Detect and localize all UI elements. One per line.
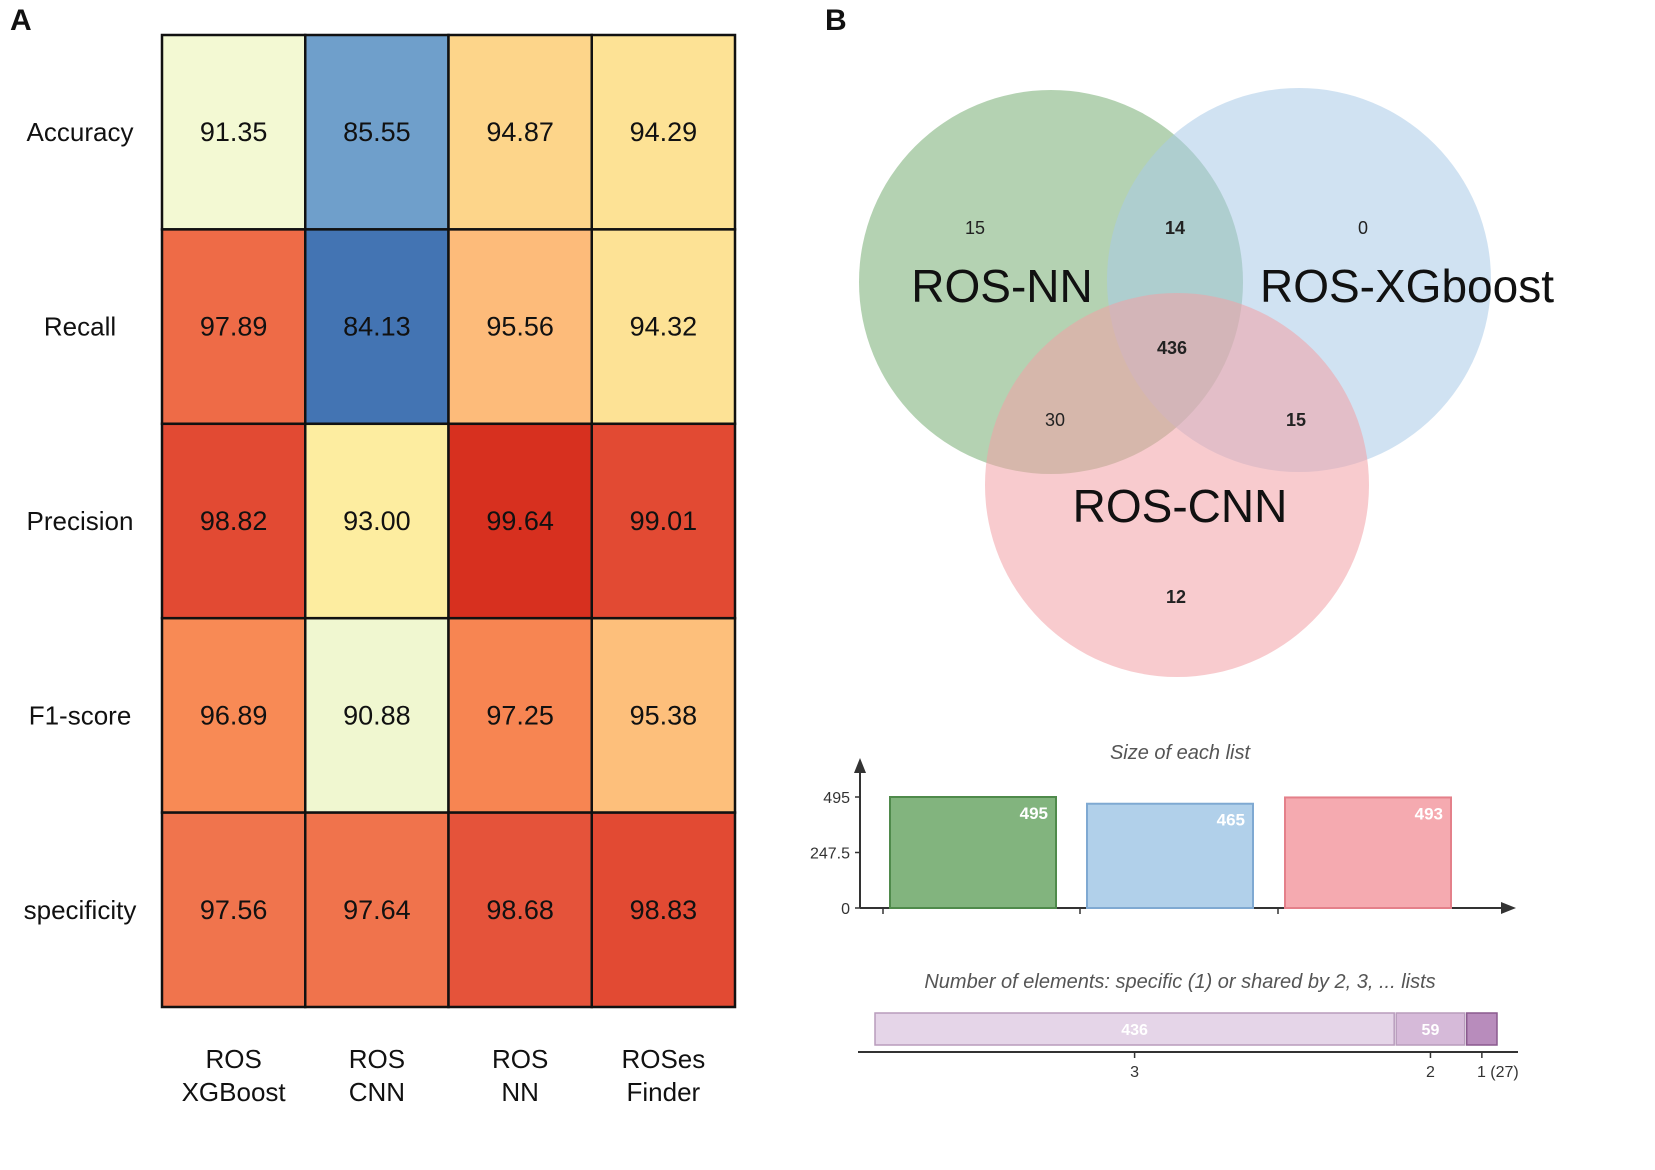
heatmap-cell-value: 97.64 bbox=[343, 895, 411, 925]
heatmap-cell-value: 94.29 bbox=[630, 117, 698, 147]
heatmap-row-label: specificity bbox=[24, 895, 137, 925]
heatmap-cell-value: 85.55 bbox=[343, 117, 411, 147]
heatmap-column-label: ROSes bbox=[621, 1044, 705, 1074]
heatmap-cell bbox=[160, 616, 307, 814]
y-tick-label: 495 bbox=[823, 790, 850, 807]
venn-region-count: 14 bbox=[1165, 218, 1185, 238]
heatmap-cell-value: 97.89 bbox=[200, 312, 268, 342]
segment-category-label: 1 (27) bbox=[1477, 1064, 1519, 1081]
heatmap-cell bbox=[160, 422, 307, 620]
chart-title: Size of each list bbox=[1110, 742, 1252, 764]
bar-data-label: 465 bbox=[1217, 811, 1245, 830]
heatmap-row-label: F1-score bbox=[29, 700, 132, 730]
heatmap-column-label: NN bbox=[501, 1077, 539, 1107]
heatmap-cell bbox=[590, 33, 737, 231]
heatmap-row-label: Precision bbox=[27, 506, 134, 536]
heatmap-cell-value: 98.83 bbox=[630, 895, 698, 925]
heatmap-cell bbox=[160, 811, 307, 1009]
bar-data-label: 495 bbox=[1020, 804, 1048, 823]
heatmap-column-label: Finder bbox=[627, 1077, 701, 1107]
venn-region-count: 436 bbox=[1157, 338, 1187, 358]
heatmap-column-label: CNN bbox=[349, 1077, 405, 1107]
heatmap-cell-value: 99.64 bbox=[486, 506, 554, 536]
heatmap-column-label: ROS bbox=[492, 1044, 548, 1074]
heatmap-column-label: ROS bbox=[349, 1044, 405, 1074]
panel-label-a: A bbox=[10, 4, 32, 37]
venn-diagram: ROS-NN ROS-XGboost ROS-CNN 15 14 0 436 30 15 12 bbox=[859, 88, 1554, 677]
stacked-segment bbox=[874, 1012, 1395, 1046]
heatmap-cell-value: 93.00 bbox=[343, 506, 411, 536]
venn-region-count: 0 bbox=[1358, 218, 1368, 238]
heatmap-cell bbox=[590, 811, 737, 1009]
heatmap-cell-value: 84.13 bbox=[343, 312, 411, 342]
venn-region-count: 30 bbox=[1045, 410, 1065, 430]
heatmap-row-label: Recall bbox=[44, 312, 116, 342]
bar bbox=[1284, 796, 1452, 909]
bar bbox=[889, 796, 1057, 909]
venn-region-count: 12 bbox=[1166, 587, 1186, 607]
list-size-chart: Size of each list 0 247.5 495 495 465 493 bbox=[810, 742, 1516, 918]
heatmap-cell bbox=[447, 422, 593, 620]
y-tick-label: 0 bbox=[841, 901, 850, 918]
shared-elements-chart: Number of elements: specific (1) or shar… bbox=[858, 971, 1519, 1081]
bar-data-label: 493 bbox=[1415, 804, 1443, 823]
x-axis-arrow bbox=[1501, 902, 1516, 914]
heatmap-cell-value: 94.87 bbox=[486, 117, 554, 147]
heatmap-cell-value: 95.56 bbox=[486, 312, 554, 342]
y-tick-label: 247.5 bbox=[810, 846, 850, 863]
heatmap-chart: 91.35 85.55 94.87 94.29 97.89 84.13 95.56 94.32… bbox=[24, 33, 737, 1107]
stacked-segment bbox=[1395, 1012, 1466, 1046]
y-axis-arrow bbox=[854, 758, 866, 773]
venn-region-count: 15 bbox=[1286, 410, 1306, 430]
venn-set-label: ROS-NN bbox=[911, 260, 1092, 312]
heatmap-cell-value: 98.68 bbox=[486, 895, 554, 925]
stacked-segment bbox=[1465, 1012, 1498, 1046]
panel-label-b: B bbox=[825, 4, 847, 37]
heatmap-cell-value: 90.88 bbox=[343, 700, 411, 730]
venn-region-count: 15 bbox=[965, 218, 985, 238]
heatmap-row-label: Accuracy bbox=[27, 117, 134, 147]
segment-data-label: 436 bbox=[1121, 1022, 1148, 1039]
venn-set-label: ROS-XGboost bbox=[1260, 260, 1554, 312]
heatmap-cell-value: 96.89 bbox=[200, 700, 268, 730]
heatmap-cell bbox=[304, 228, 450, 426]
heatmap-cell bbox=[160, 33, 307, 231]
heatmap-cell-value: 91.35 bbox=[200, 117, 268, 147]
heatmap-cell bbox=[447, 811, 593, 1009]
heatmap-cell-value: 95.38 bbox=[630, 700, 698, 730]
heatmap-cell-value: 97.25 bbox=[486, 700, 554, 730]
heatmap-cell bbox=[590, 422, 737, 620]
bar bbox=[1086, 802, 1254, 910]
segment-category-label: 3 bbox=[1130, 1064, 1139, 1081]
segment-category-label: 2 bbox=[1426, 1064, 1435, 1081]
heatmap-column-label: XGBoost bbox=[182, 1077, 287, 1107]
segment-data-label: 59 bbox=[1422, 1022, 1440, 1039]
venn-set-label: ROS-CNN bbox=[1073, 480, 1288, 532]
heatmap-cell-value: 97.56 bbox=[200, 895, 268, 925]
heatmap-cell bbox=[447, 33, 593, 231]
heatmap-column-label: ROS bbox=[205, 1044, 261, 1074]
heatmap-cell-value: 99.01 bbox=[630, 506, 698, 536]
heatmap-cell bbox=[160, 228, 307, 426]
heatmap-cell bbox=[304, 616, 450, 814]
heatmap-cell-value: 98.82 bbox=[200, 506, 268, 536]
venn-circle bbox=[985, 293, 1369, 677]
chart-title: Number of elements: specific (1) or shar… bbox=[924, 971, 1435, 993]
heatmap-cell-value: 94.32 bbox=[630, 312, 698, 342]
heatmap-cell bbox=[304, 811, 450, 1009]
